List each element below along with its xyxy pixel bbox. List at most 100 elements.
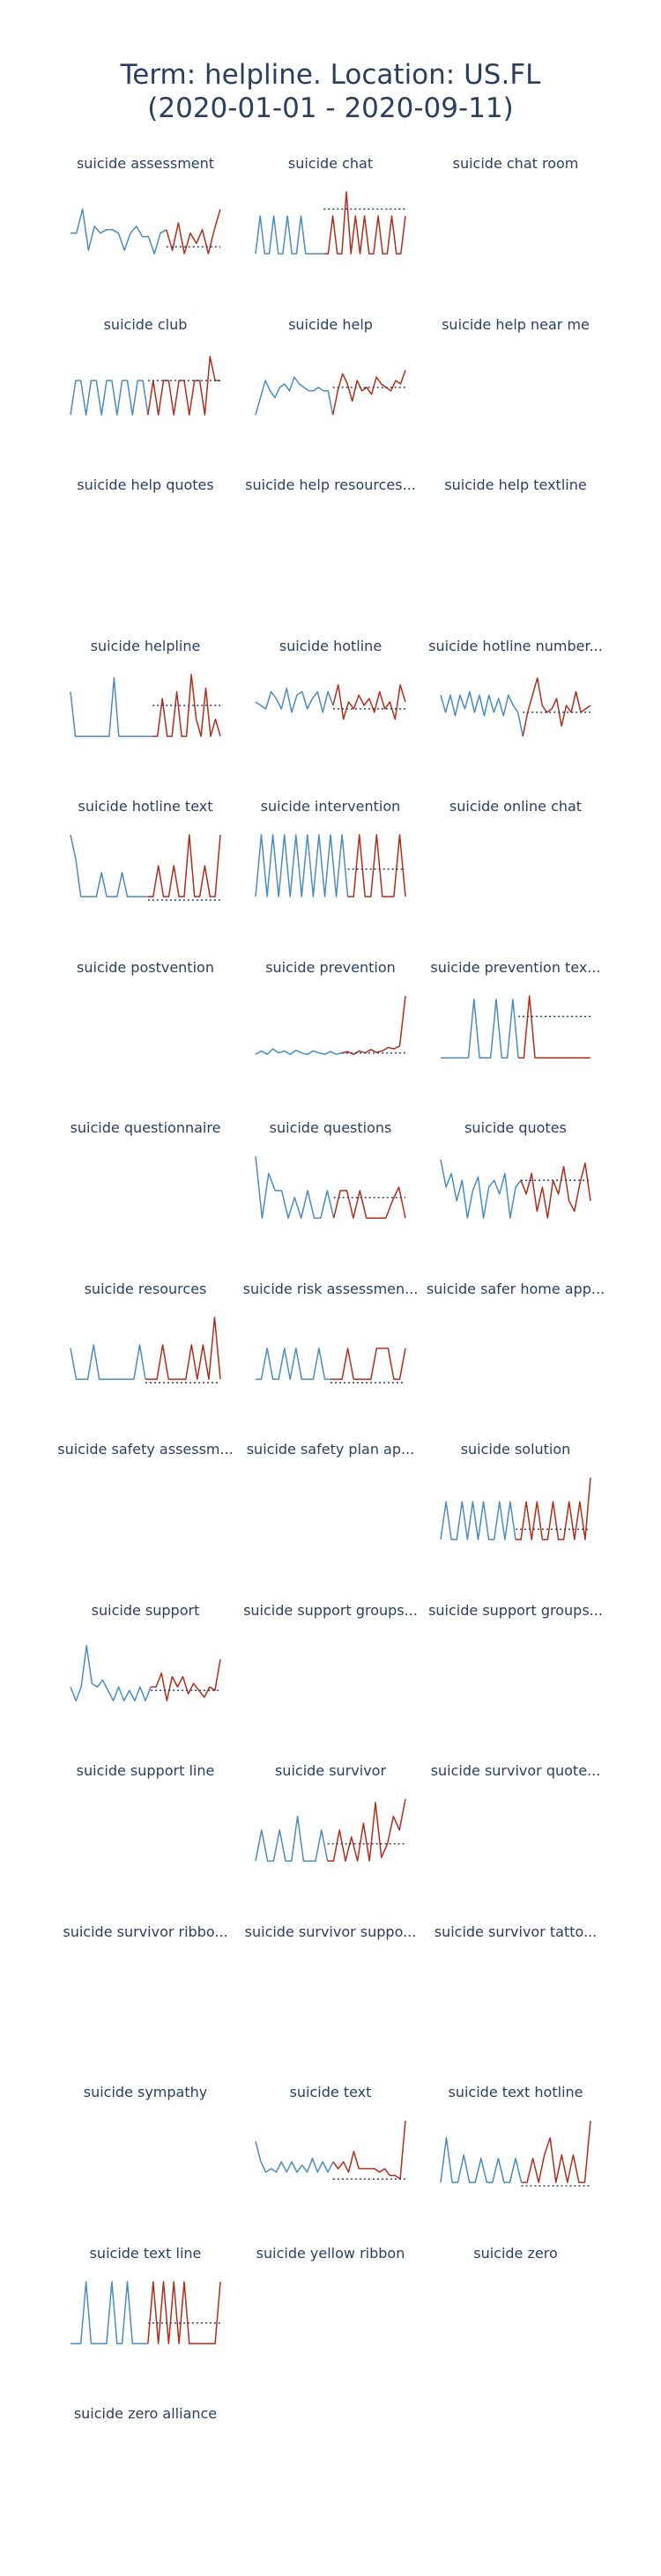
chart-title: suicide club — [103, 315, 188, 333]
series-line-after — [332, 683, 406, 720]
line-chart — [255, 369, 406, 415]
chart-title: suicide intervention — [260, 798, 401, 815]
chart-title: suicide prevention tex... — [430, 958, 601, 976]
line-chart — [255, 683, 406, 720]
series-line-after — [152, 673, 221, 737]
series-line-after — [331, 369, 406, 415]
series-line-before — [255, 1155, 335, 1219]
series-line-before — [71, 2280, 148, 2344]
series-line-after — [166, 209, 221, 255]
chart-title: suicide support groups... — [428, 1601, 603, 1619]
chart-title: suicide safer home app... — [426, 1280, 605, 1297]
chart-panel: suicide help resources... — [238, 476, 423, 635]
series-line-before — [441, 998, 519, 1059]
chart-title: suicide help textline — [444, 476, 587, 493]
chart-title: suicide online chat — [449, 798, 583, 815]
chart-title: suicide hotline — [279, 637, 382, 654]
chart-title: suicide help quotes — [77, 476, 214, 493]
line-chart — [255, 2120, 406, 2180]
chart-title: suicide survivor — [274, 1762, 387, 1779]
chart-panel: suicide prevention tex... — [423, 959, 608, 1118]
chart-panel: suicide chat room — [423, 155, 608, 314]
line-chart — [255, 191, 406, 255]
chart-title: suicide hotline number... — [428, 637, 603, 654]
chart-title: suicide chat — [287, 155, 374, 172]
chart-panel: suicide help textline — [423, 476, 608, 635]
chart-panel: suicide text — [238, 2084, 423, 2242]
chart-title: suicide survivor tatto... — [434, 1923, 598, 1940]
chart-panel: suicide hotline — [238, 638, 423, 796]
line-chart — [440, 2120, 591, 2187]
chart-title: suicide survivor ribbo... — [63, 1923, 228, 1940]
chart-title: suicide prevention — [265, 958, 396, 976]
chart-panel: suicide hotline text — [53, 798, 238, 956]
chart-panel: suicide questions — [238, 1119, 423, 1278]
line-chart — [440, 1477, 591, 1540]
series-line-after — [323, 191, 406, 255]
line-chart — [440, 1159, 591, 1219]
series-line-after — [347, 834, 406, 897]
chart-title: suicide postvention — [77, 958, 214, 976]
line-chart — [71, 2280, 221, 2344]
page-title: Term: helpline. Location: US.FL (2020-01… — [120, 59, 541, 124]
series-line-before — [255, 834, 349, 897]
chart-panel: suicide support groups... — [238, 1602, 423, 1760]
chart-title: suicide sympathy — [83, 2084, 208, 2100]
line-chart — [70, 673, 221, 737]
chart-panel: suicide safer home app... — [423, 1281, 608, 1439]
series-line-before — [255, 1047, 343, 1055]
series-line-before — [71, 208, 167, 255]
series-line-after — [147, 2280, 221, 2344]
series-line-after — [516, 1477, 591, 1540]
chart-panel: suicide survivor quote... — [423, 1762, 608, 1921]
chart-title: suicide chat room — [452, 155, 579, 172]
chart-panel: suicide survivor ribbo... — [53, 1923, 238, 2082]
chart-title: suicide hotline text — [78, 798, 213, 815]
series-line-before — [255, 1815, 329, 1862]
series-line-after — [332, 2120, 406, 2180]
series-line-after — [521, 2120, 591, 2183]
chart-title: suicide help — [288, 315, 373, 333]
chart-title: suicide survivor quote... — [430, 1762, 601, 1779]
series-line-before — [440, 2137, 523, 2183]
chart-panel: suicide zero alliance — [53, 2405, 238, 2564]
chart-title: suicide safety plan ap... — [246, 1441, 415, 1458]
chart-panel: suicide yellow ribbon — [238, 2245, 423, 2403]
chart-panel: suicide quotes — [423, 1119, 608, 1278]
chart-title: suicide survivor suppo... — [244, 1923, 417, 1940]
line-chart — [70, 834, 221, 901]
series-line-after — [145, 1316, 221, 1380]
line-chart — [255, 1798, 406, 1862]
chart-title: suicide help resources... — [245, 476, 416, 493]
line-chart — [70, 1316, 221, 1384]
line-chart — [70, 355, 220, 416]
chart-panel: suicide assessment — [53, 155, 238, 314]
chart-panel: suicide support groups... — [423, 1602, 608, 1760]
chart-panel: suicide zero — [423, 2245, 608, 2403]
series-line-after — [147, 355, 220, 416]
chart-panel: suicide helpline — [53, 638, 238, 796]
chart-panel: suicide club — [53, 316, 238, 475]
series-line-after — [332, 1186, 406, 1219]
series-line-before — [255, 375, 334, 415]
series-line-before — [255, 215, 324, 255]
chart-title: suicide safety assessm... — [57, 1441, 234, 1458]
line-chart — [71, 208, 221, 255]
series-line-before — [255, 687, 334, 713]
chart-title: suicide support — [91, 1601, 200, 1619]
chart-title: suicide zero — [473, 2244, 558, 2262]
chart-panel: suicide safety plan ap... — [238, 1441, 423, 1599]
series-line-before — [70, 379, 149, 416]
chart-title: suicide questions — [269, 1119, 392, 1136]
chart-panel: suicide solution — [423, 1441, 608, 1599]
chart-panel: suicide safety assessm... — [53, 1441, 238, 1599]
chart-title: suicide questionnaire — [70, 1119, 221, 1136]
series-line-before — [70, 676, 153, 737]
series-line-before — [256, 1347, 330, 1380]
chart-panel: suicide hotline number... — [423, 638, 608, 796]
line-chart — [256, 1347, 406, 1384]
chart-panel: suicide survivor suppo... — [238, 1923, 423, 2082]
series-line-before — [255, 2141, 334, 2174]
chart-title: suicide solution — [460, 1441, 571, 1458]
chart-panel: suicide survivor tatto... — [423, 1923, 608, 2082]
